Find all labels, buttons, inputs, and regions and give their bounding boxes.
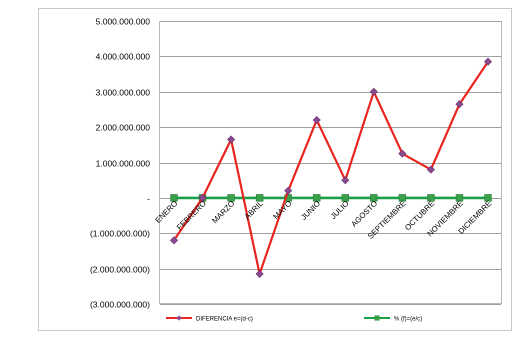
data-point-diferencia: [169, 236, 179, 245]
data-point-diferencia: [426, 165, 435, 174]
data-point-porcentaje: [170, 194, 178, 202]
legend: DIFERENCIA e=(d-c) % (f)=(e/c): [166, 315, 422, 323]
data-point-diferencia: [255, 269, 264, 278]
legend-marker: [374, 315, 380, 321]
y-tick-label: (1.000.000.000): [90, 229, 150, 239]
series-line-diferencia: [173, 61, 489, 275]
y-tick-label: -: [147, 194, 150, 204]
legend-item-porcentaje: % (f)=(e/c): [364, 315, 422, 323]
y-tick-label: 4.000.000.000: [96, 52, 151, 62]
y-axis-tick-labels: 5.000.000.000 4.000.000.000 3.000.000.000 2…: [90, 17, 150, 310]
legend-marker: [176, 315, 182, 321]
data-point-diferencia: [341, 176, 350, 185]
data-point-porcentaje: [227, 194, 235, 202]
y-tick-label: 5.000.000.000: [96, 17, 151, 27]
data-point-diferencia: [312, 116, 321, 125]
data-point-diferencia: [284, 186, 293, 195]
legend-label: DIFERENCIA e=(d-c): [196, 317, 253, 323]
data-point-porcentaje: [484, 194, 492, 202]
data-point-diferencia: [227, 135, 236, 144]
data-point-porcentaje: [255, 194, 264, 202]
data-point-diferencia: [369, 87, 378, 96]
y-tick-label: 1.000.000.000: [96, 159, 151, 169]
data-point-diferencia: [198, 193, 207, 202]
data-point-diferencia: [483, 57, 493, 66]
series-layer: [169, 57, 493, 278]
data-point-porcentaje: [341, 194, 349, 202]
y-tick-label: (3.000.000.000): [90, 300, 150, 310]
data-point-porcentaje: [427, 194, 435, 202]
legend-item-diferencia: DIFERENCIA e=(d-c): [166, 315, 253, 323]
data-point-diferencia: [455, 100, 464, 109]
data-point-porcentaje: [398, 194, 407, 202]
data-point-porcentaje: [455, 194, 464, 202]
legend-label: % (f)=(e/c): [394, 317, 422, 323]
data-point-porcentaje: [313, 194, 321, 202]
data-point-porcentaje: [370, 194, 378, 202]
y-tick-label: (2.000.000.000): [90, 265, 150, 275]
data-point-diferencia: [398, 149, 407, 158]
y-tick-label: 3.000.000.000: [96, 88, 151, 98]
y-tick-label: 2.000.000.000: [96, 123, 151, 133]
